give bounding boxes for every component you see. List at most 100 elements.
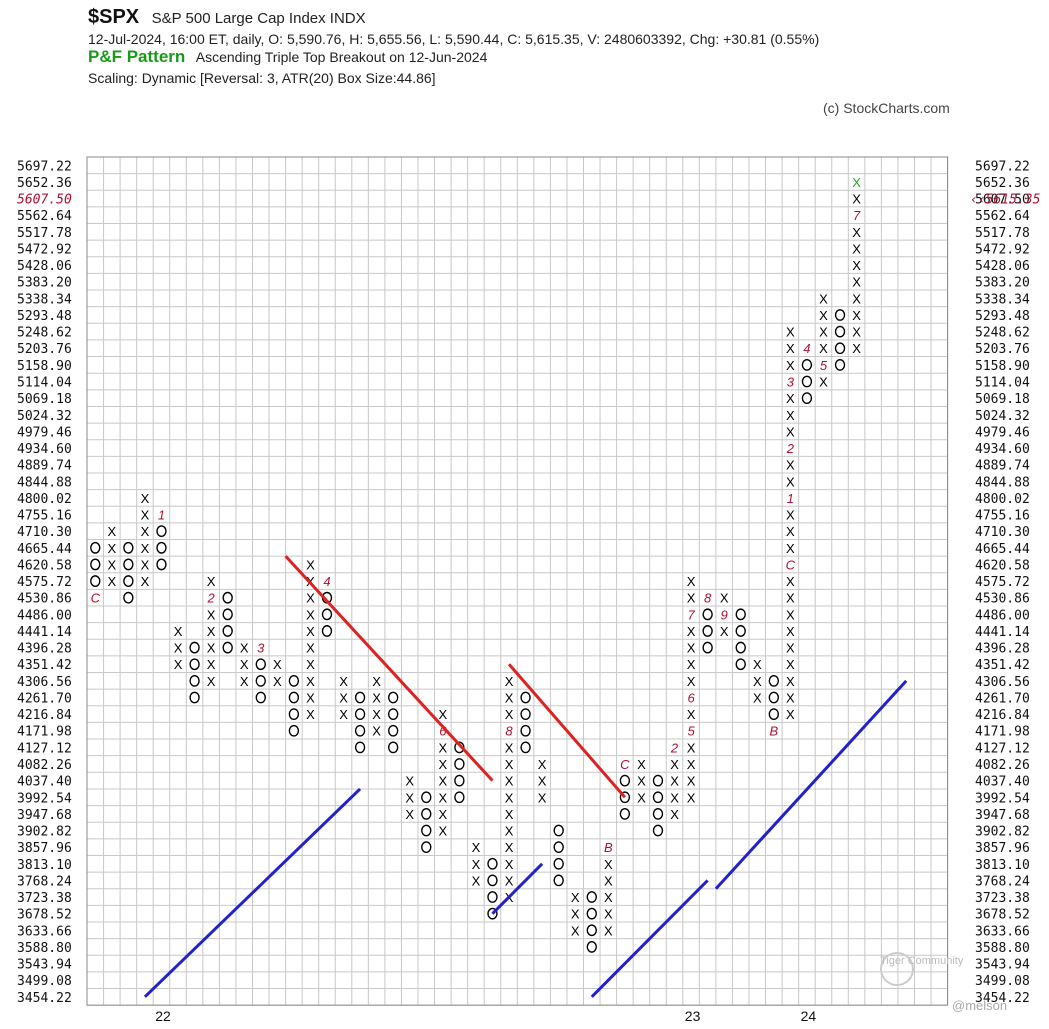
- plot-border: [86, 156, 949, 1006]
- x-box: X: [141, 524, 150, 539]
- o-box: [123, 575, 134, 587]
- month-marker: C: [786, 557, 796, 572]
- y-tick-label-left: 5607.50: [17, 193, 72, 208]
- x-box: X: [819, 325, 828, 340]
- y-tick-label-right: 4710.30: [975, 525, 1030, 540]
- y-tick-label-left: 5114.04: [17, 376, 72, 391]
- x-box: X: [852, 275, 861, 290]
- x-box: X: [339, 674, 348, 689]
- y-tick-label-right: 4575.72: [975, 575, 1030, 590]
- o-box: [288, 674, 300, 687]
- x-box: X: [786, 458, 795, 473]
- y-tick-label-right: 3992.54: [975, 791, 1030, 806]
- y-tick-label-right: 3857.96: [975, 841, 1030, 856]
- month-marker: 4: [323, 574, 330, 589]
- o-box: [801, 375, 813, 388]
- y-tick-label-right: 3813.10: [975, 858, 1030, 873]
- o-box: [520, 741, 531, 754]
- x-box: X: [687, 591, 696, 606]
- y-tick-label-right: 4037.40: [975, 775, 1030, 790]
- x-box: X: [141, 541, 150, 556]
- y-tick-label-left: 3857.96: [17, 841, 72, 856]
- o-box: [222, 591, 233, 604]
- x-box: X: [505, 873, 514, 888]
- o-box: [222, 608, 233, 621]
- o-box: [454, 774, 465, 787]
- x-box: X: [753, 657, 762, 672]
- o-box: [123, 541, 134, 554]
- o-box: [255, 691, 266, 704]
- x-box: X: [472, 857, 481, 872]
- o-box: [90, 575, 101, 587]
- o-box: [123, 591, 134, 604]
- y-tick-label-right: 5607.50: [975, 193, 1030, 208]
- o-box: [387, 708, 399, 721]
- pattern-description: Ascending Triple Top Breakout on 12-Jun-…: [195, 49, 488, 65]
- y-tick-label-left: 4665.44: [17, 542, 72, 557]
- x-box: X: [819, 375, 828, 390]
- x-box: X: [306, 707, 315, 722]
- o-box: [156, 541, 167, 554]
- o-box: [520, 724, 531, 737]
- month-marker: 2: [786, 441, 795, 456]
- x-box: X: [207, 641, 216, 656]
- y-tick-label-left: 4575.72: [17, 575, 72, 590]
- x-box: X: [538, 790, 547, 805]
- x-box: X: [571, 890, 580, 905]
- o-box: [255, 674, 266, 687]
- o-box: [487, 907, 498, 920]
- x-box: X: [852, 291, 861, 306]
- x-box: X: [107, 541, 116, 556]
- month-marker: B: [769, 724, 778, 739]
- y-tick-label-right: 3723.38: [975, 891, 1030, 906]
- tiger-logo-icon: [880, 952, 914, 986]
- o-box: [553, 874, 564, 887]
- x-box: X: [240, 674, 249, 689]
- chart-header: $SPX S&P 500 Large Cap Index INDX 12-Jul…: [88, 6, 988, 86]
- x-box: X: [372, 724, 381, 739]
- o-box: [801, 358, 813, 371]
- o-box: [652, 791, 664, 804]
- o-box: [156, 558, 167, 571]
- o-box: [834, 342, 846, 355]
- x-box: X: [852, 175, 861, 190]
- x-box: X: [604, 890, 613, 905]
- y-tick-label-right: 5203.76: [975, 342, 1030, 357]
- y-tick-label-left: 5338.34: [17, 292, 72, 307]
- o-box: [90, 541, 101, 554]
- x-box: X: [786, 641, 795, 656]
- x-box: X: [670, 790, 679, 805]
- y-tick-label-left: 4620.58: [17, 558, 72, 573]
- o-box: [768, 674, 780, 687]
- y-tick-label-right: 5248.62: [975, 326, 1030, 341]
- y-tick-label-left: 4755.16: [17, 509, 72, 524]
- x-box: X: [306, 607, 315, 622]
- x-box: X: [687, 790, 696, 805]
- x-box: X: [852, 341, 861, 356]
- x-box: X: [306, 591, 315, 606]
- y-tick-label-right: 3947.68: [975, 808, 1030, 823]
- y-tick-label-left: 3678.52: [17, 908, 72, 923]
- y-tick-label-right: 3454.22: [975, 991, 1030, 1006]
- y-tick-label-right: 4306.56: [975, 675, 1030, 690]
- y-tick-label-left: 3633.66: [17, 924, 72, 939]
- y-tick-label-right: 3633.66: [975, 924, 1030, 939]
- x-box: X: [306, 657, 315, 672]
- x-box: X: [538, 757, 547, 772]
- y-tick-label-right: 4486.00: [975, 608, 1030, 623]
- x-box: X: [786, 707, 795, 722]
- copyright-notice: (c) StockCharts.com: [823, 100, 950, 116]
- o-box: [702, 641, 713, 654]
- x-box: X: [670, 807, 679, 822]
- x-box: X: [505, 690, 514, 705]
- x-box: X: [107, 524, 116, 539]
- o-box: [735, 608, 746, 621]
- x-box: X: [174, 657, 183, 672]
- o-box: [768, 708, 780, 721]
- o-box: [354, 691, 366, 704]
- month-marker: C: [620, 757, 630, 772]
- x-box: X: [505, 674, 514, 689]
- x-box: X: [174, 624, 183, 639]
- x-box: X: [405, 807, 414, 822]
- x-box: X: [687, 740, 696, 755]
